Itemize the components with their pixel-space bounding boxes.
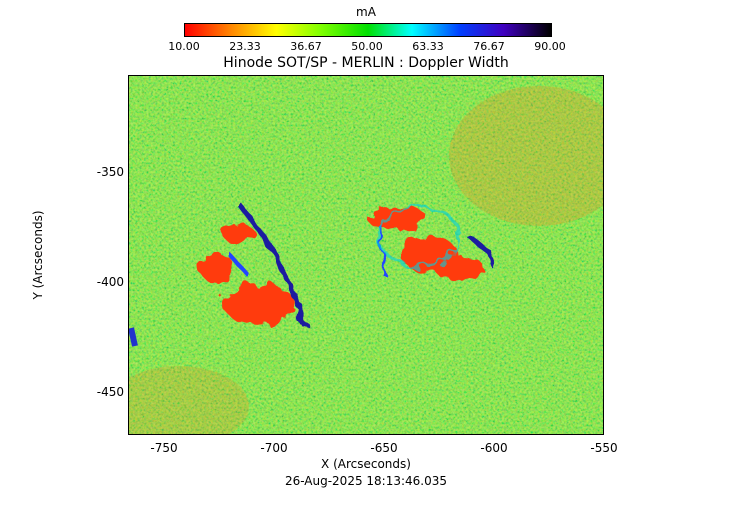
colorbar [184,23,552,37]
x-tick-label: -650 [370,441,398,455]
colorbar-label: 36.67 [290,40,322,53]
x-tick-label: -700 [260,441,288,455]
colorbar-label: 50.00 [351,40,383,53]
y-tick-label: -400 [96,275,124,289]
plage-region-right [367,204,498,282]
y-tick-label: -350 [96,165,124,179]
colorbar-label: 23.33 [229,40,261,53]
colorbar-label: 63.33 [412,40,444,53]
colorbar-label: 76.67 [473,40,505,53]
plage-region-left [199,204,308,327]
x-tick-label: -550 [590,441,618,455]
x-tick-label: -750 [150,441,178,455]
timestamp: 26-Aug-2025 18:13:46.035 [284,474,448,488]
colorbar-label: 10.00 [168,40,200,53]
colorbar-label: 90.00 [534,40,566,53]
y-axis-label: Y (Arcseconds) [31,210,45,300]
x-tick-label: -600 [480,441,508,455]
x-axis-label: X (Arcseconds) [321,457,411,471]
y-tick-label: -450 [96,385,124,399]
doppler-width-map [128,75,604,435]
image-title: Hinode SOT/SP - MERLIN : Doppler Width [223,55,509,71]
colorbar-unit: mA [356,5,376,19]
